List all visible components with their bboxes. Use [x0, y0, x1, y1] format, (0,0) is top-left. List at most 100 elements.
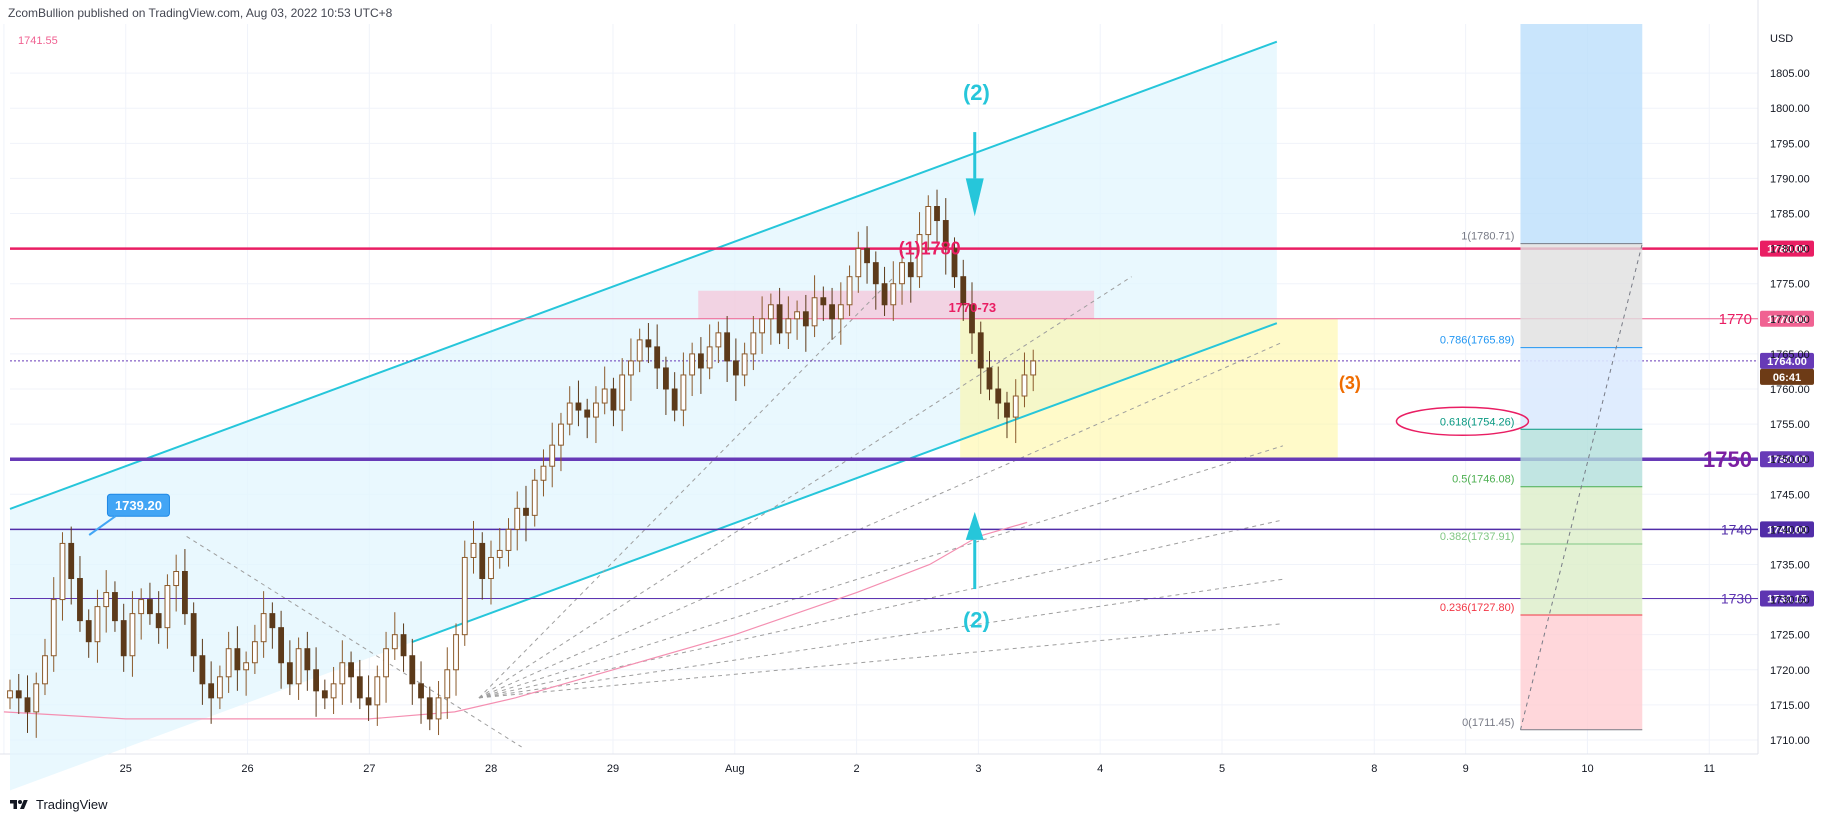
y-tick-label: 1790.00	[1770, 173, 1810, 185]
candle-body	[15, 690, 22, 699]
candle-body	[94, 606, 101, 643]
candle-body	[540, 465, 547, 481]
price-callout-box	[106, 493, 170, 517]
candle-body	[872, 262, 879, 285]
candle-body	[916, 234, 923, 278]
y-tick-label: 1770.00	[1770, 314, 1810, 326]
horizontal-levels: 1780.00 1770.00 1764.00 1750.00 1740.00 1730.…	[10, 240, 1814, 607]
candle-body	[820, 297, 827, 306]
x-tick-label: 8	[1371, 763, 1377, 775]
candle-body	[671, 388, 678, 411]
candle-body	[409, 655, 416, 685]
candle-body	[680, 374, 687, 411]
fib-highlight-ellipse	[1395, 406, 1530, 437]
price-tag-label: 1780.00	[1767, 244, 1807, 256]
candle-body	[321, 690, 328, 699]
sma-line	[3, 521, 1028, 720]
x-tick-label: Aug	[725, 763, 745, 775]
y-tick-label: 1805.00	[1770, 68, 1810, 80]
candle-body	[575, 402, 582, 411]
y-tick-label: 1765.00	[1770, 349, 1810, 361]
price-tag	[1760, 590, 1814, 607]
candle-body	[732, 360, 739, 376]
fib-zone	[1520, 429, 1643, 487]
x-tick-label: 29	[607, 763, 619, 775]
candle-body	[531, 479, 538, 516]
price-tag-label: 1730.15	[1767, 594, 1807, 606]
fan-line	[478, 276, 895, 699]
y-tick-label: 1745.00	[1770, 489, 1810, 501]
candle-body	[383, 648, 389, 678]
candle-body	[1012, 395, 1019, 418]
channel-upper-line	[9, 40, 1278, 510]
price-tag	[1760, 240, 1814, 257]
candle-body	[837, 304, 844, 320]
fan-line	[478, 519, 1284, 699]
candle-body	[243, 662, 250, 671]
x-tick-label: 10	[1581, 763, 1593, 775]
candle-body	[741, 353, 748, 376]
fan-line	[478, 276, 1132, 699]
candle-body	[339, 662, 346, 685]
candle-body	[7, 690, 13, 699]
fib-level-label: 0.382(1737.91)	[1440, 531, 1515, 543]
candle-body	[304, 648, 311, 671]
fib-level-label: 0.5(1746.08)	[1452, 474, 1514, 486]
candle-body	[488, 556, 494, 580]
price-tag-label: 1750.00	[1767, 454, 1807, 466]
y-tick-label: 1780.00	[1770, 244, 1810, 256]
price-axis: USD1710.001715.001720.001725.001730.0017…	[1770, 33, 1810, 747]
candle-body	[977, 332, 984, 369]
candle-body	[855, 248, 862, 278]
level-text: 1740	[1721, 521, 1752, 537]
target-zone	[960, 318, 1338, 460]
candle-body	[461, 556, 468, 636]
x-tick-label: 5	[1219, 763, 1225, 775]
candle-body	[628, 360, 634, 376]
candle-body	[776, 304, 783, 334]
fib-top-zone	[1520, 24, 1643, 244]
candle-body	[313, 669, 319, 692]
candle-body	[593, 402, 599, 418]
candle-body	[269, 613, 276, 629]
candle-body	[173, 571, 180, 587]
candle-body	[759, 318, 766, 334]
candle-body	[400, 634, 407, 657]
candle-body	[260, 613, 267, 643]
candle-body	[426, 697, 433, 720]
candle-body	[444, 669, 451, 699]
candle-body	[864, 248, 870, 264]
price-tag-label: 1770.00	[1767, 314, 1807, 326]
candle-body	[453, 634, 459, 671]
x-tick-label: 2	[854, 763, 860, 775]
candle-body	[636, 339, 643, 362]
fan-line	[478, 578, 1284, 699]
candle-body	[348, 662, 354, 678]
candle-body	[479, 542, 486, 580]
price-tag-label: 1764.00	[1767, 356, 1807, 368]
candle-body	[295, 648, 302, 685]
tradingview-footer[interactable]: TradingView	[8, 797, 108, 812]
price-callout-label: 1739.20	[115, 498, 162, 513]
candle-body	[496, 549, 503, 558]
channel-fill	[10, 41, 1277, 791]
x-tick-label: 4	[1097, 763, 1103, 775]
fib-zone	[1520, 486, 1643, 616]
fan-line	[478, 341, 1284, 699]
moving-average	[3, 521, 1028, 720]
y-tick-label: 1775.00	[1770, 279, 1810, 291]
candle-body	[33, 683, 40, 713]
candle-body	[120, 620, 127, 657]
candle-body	[601, 388, 608, 404]
candle-body	[811, 297, 818, 327]
candles	[7, 189, 1037, 738]
fib-zone	[1520, 615, 1643, 730]
candle-body	[969, 304, 975, 334]
x-tick-label: 9	[1463, 763, 1469, 775]
countdown-label: 06:41	[1773, 372, 1801, 384]
candle-body	[470, 542, 477, 558]
candle-body	[85, 620, 92, 643]
candle-body	[794, 311, 800, 320]
candle-body	[182, 571, 188, 615]
